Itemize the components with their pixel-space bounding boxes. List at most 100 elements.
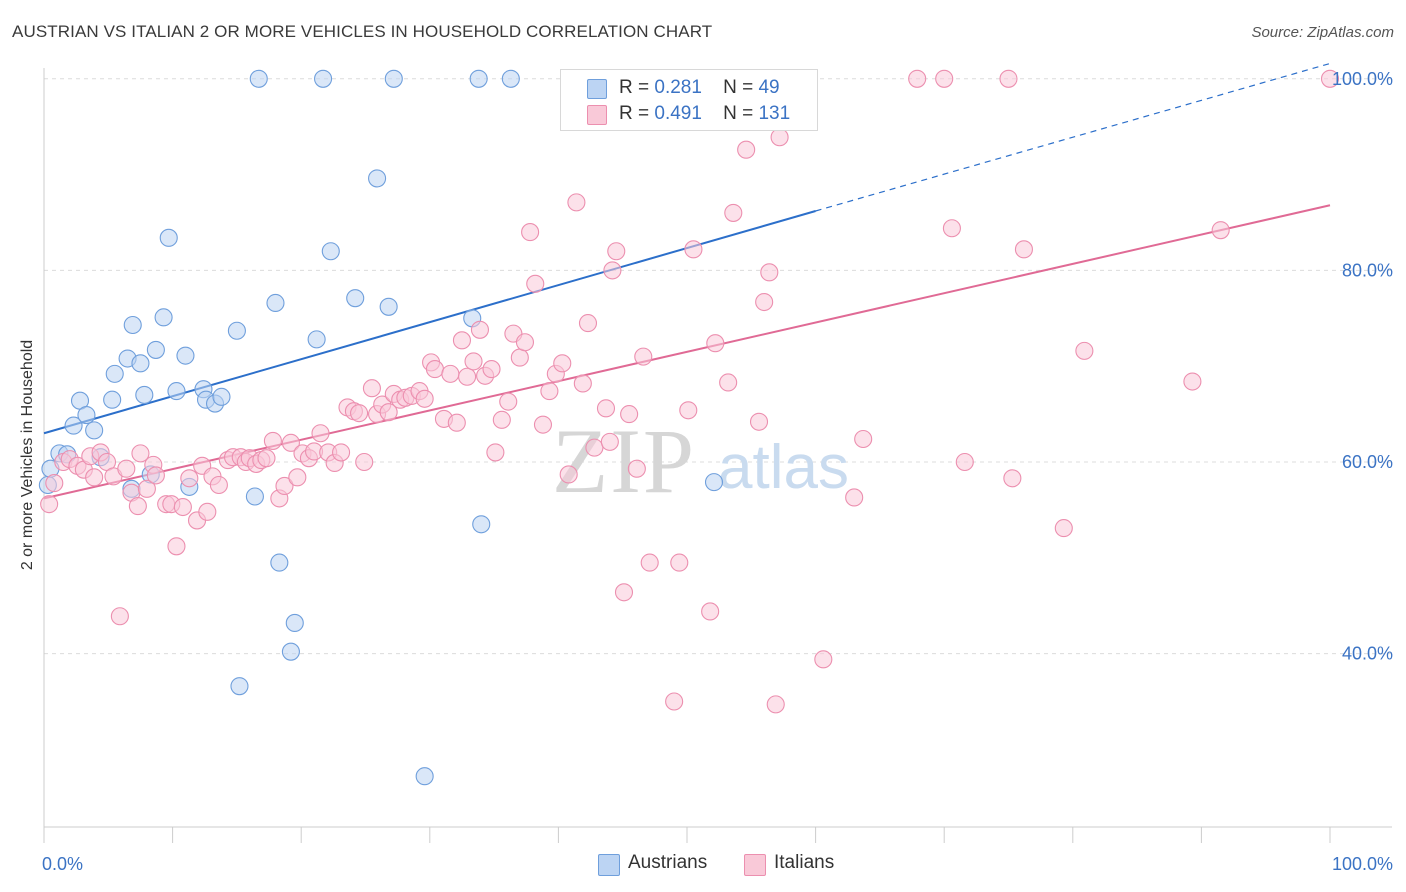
data-point bbox=[486, 443, 505, 462]
data-point bbox=[167, 537, 186, 556]
data-point bbox=[634, 347, 653, 366]
data-point bbox=[749, 412, 769, 431]
data-point bbox=[1075, 341, 1094, 360]
data-point bbox=[770, 128, 789, 147]
series-italians bbox=[40, 69, 1340, 714]
data-point bbox=[281, 433, 300, 452]
data-point bbox=[415, 767, 434, 786]
data-point bbox=[464, 352, 483, 371]
data-point bbox=[45, 474, 64, 493]
data-point bbox=[999, 69, 1018, 88]
data-point bbox=[332, 443, 351, 462]
data-point bbox=[766, 695, 785, 714]
data-point bbox=[600, 432, 619, 451]
data-point bbox=[146, 340, 165, 359]
data-point bbox=[314, 69, 333, 88]
data-point bbox=[1183, 372, 1202, 391]
data-point bbox=[845, 488, 864, 507]
x-tick-label: 100.0% bbox=[1332, 854, 1393, 874]
y-tick-label: 60.0% bbox=[1342, 452, 1393, 472]
data-point bbox=[526, 274, 545, 293]
data-point bbox=[135, 385, 154, 404]
data-point bbox=[64, 416, 83, 435]
source-label: Source: ZipAtlas.com bbox=[1251, 24, 1394, 41]
data-point bbox=[585, 438, 604, 457]
y-tick-label: 80.0% bbox=[1342, 260, 1393, 280]
data-point bbox=[614, 583, 634, 602]
data-point bbox=[368, 169, 387, 188]
data-point bbox=[128, 497, 147, 516]
data-point bbox=[447, 413, 466, 432]
y-axis-label: 2 or more Vehicles in Household bbox=[19, 339, 36, 571]
data-point bbox=[415, 389, 434, 408]
data-point bbox=[596, 399, 616, 418]
data-point bbox=[559, 465, 578, 484]
data-point bbox=[620, 405, 639, 424]
data-point bbox=[249, 69, 268, 88]
data-point bbox=[362, 379, 381, 398]
data-point bbox=[854, 429, 873, 449]
legend-n-label: N = bbox=[723, 103, 754, 124]
data-point bbox=[578, 314, 598, 333]
data-point bbox=[955, 452, 974, 472]
data-point bbox=[441, 364, 460, 383]
data-point bbox=[684, 240, 703, 259]
bottom-legend-swatch-austrians bbox=[598, 854, 620, 876]
data-point bbox=[501, 69, 520, 88]
data-point bbox=[665, 692, 684, 711]
data-point bbox=[85, 468, 104, 487]
data-point bbox=[245, 487, 264, 506]
data-point bbox=[470, 320, 490, 339]
data-point bbox=[425, 360, 444, 379]
data-point bbox=[85, 421, 104, 440]
data-point bbox=[603, 261, 622, 280]
data-point bbox=[814, 650, 833, 669]
data-point bbox=[607, 242, 626, 261]
data-point bbox=[701, 602, 720, 621]
data-point bbox=[173, 497, 192, 517]
data-point bbox=[105, 364, 124, 383]
data-point bbox=[154, 308, 173, 327]
data-point bbox=[176, 346, 195, 365]
series-austrians bbox=[38, 69, 724, 786]
tick-labels: 40.0% 60.0% 80.0% 100.0% 0.0% 100.0% bbox=[42, 69, 1393, 874]
data-point bbox=[137, 479, 156, 498]
data-point bbox=[492, 410, 511, 429]
data-point bbox=[131, 354, 150, 373]
data-point bbox=[110, 607, 129, 626]
data-point bbox=[167, 382, 186, 401]
trend-line-italians bbox=[43, 204, 1331, 500]
bottom-legend-label-italians: Italians bbox=[774, 852, 835, 873]
data-point bbox=[307, 330, 326, 349]
data-point bbox=[1320, 69, 1340, 88]
data-point bbox=[640, 553, 659, 572]
data-point bbox=[482, 360, 501, 379]
watermark-zip: ZIP bbox=[552, 410, 696, 512]
axes bbox=[43, 68, 1392, 843]
data-point bbox=[1054, 519, 1073, 538]
data-point bbox=[458, 367, 477, 386]
y-tick-label: 40.0% bbox=[1342, 644, 1393, 664]
data-point bbox=[270, 553, 289, 572]
data-point bbox=[266, 293, 285, 313]
trend-line-extension-austrians bbox=[815, 62, 1331, 212]
data-point bbox=[379, 403, 398, 422]
data-point bbox=[567, 193, 586, 212]
data-point bbox=[1014, 240, 1033, 259]
data-point bbox=[384, 69, 403, 88]
legend-r-value: 0.491 bbox=[654, 103, 702, 124]
data-point bbox=[275, 476, 294, 496]
data-point bbox=[499, 392, 518, 411]
data-point bbox=[117, 459, 136, 478]
data-point bbox=[706, 334, 725, 353]
data-point bbox=[719, 373, 738, 392]
legend-r-value: 0.281 bbox=[654, 77, 702, 98]
data-point bbox=[355, 452, 374, 472]
data-point bbox=[942, 219, 961, 238]
data-point bbox=[755, 292, 774, 312]
grid-lines bbox=[44, 78, 1392, 655]
data-point bbox=[40, 495, 59, 514]
data-point bbox=[180, 469, 199, 488]
data-point bbox=[77, 406, 96, 425]
